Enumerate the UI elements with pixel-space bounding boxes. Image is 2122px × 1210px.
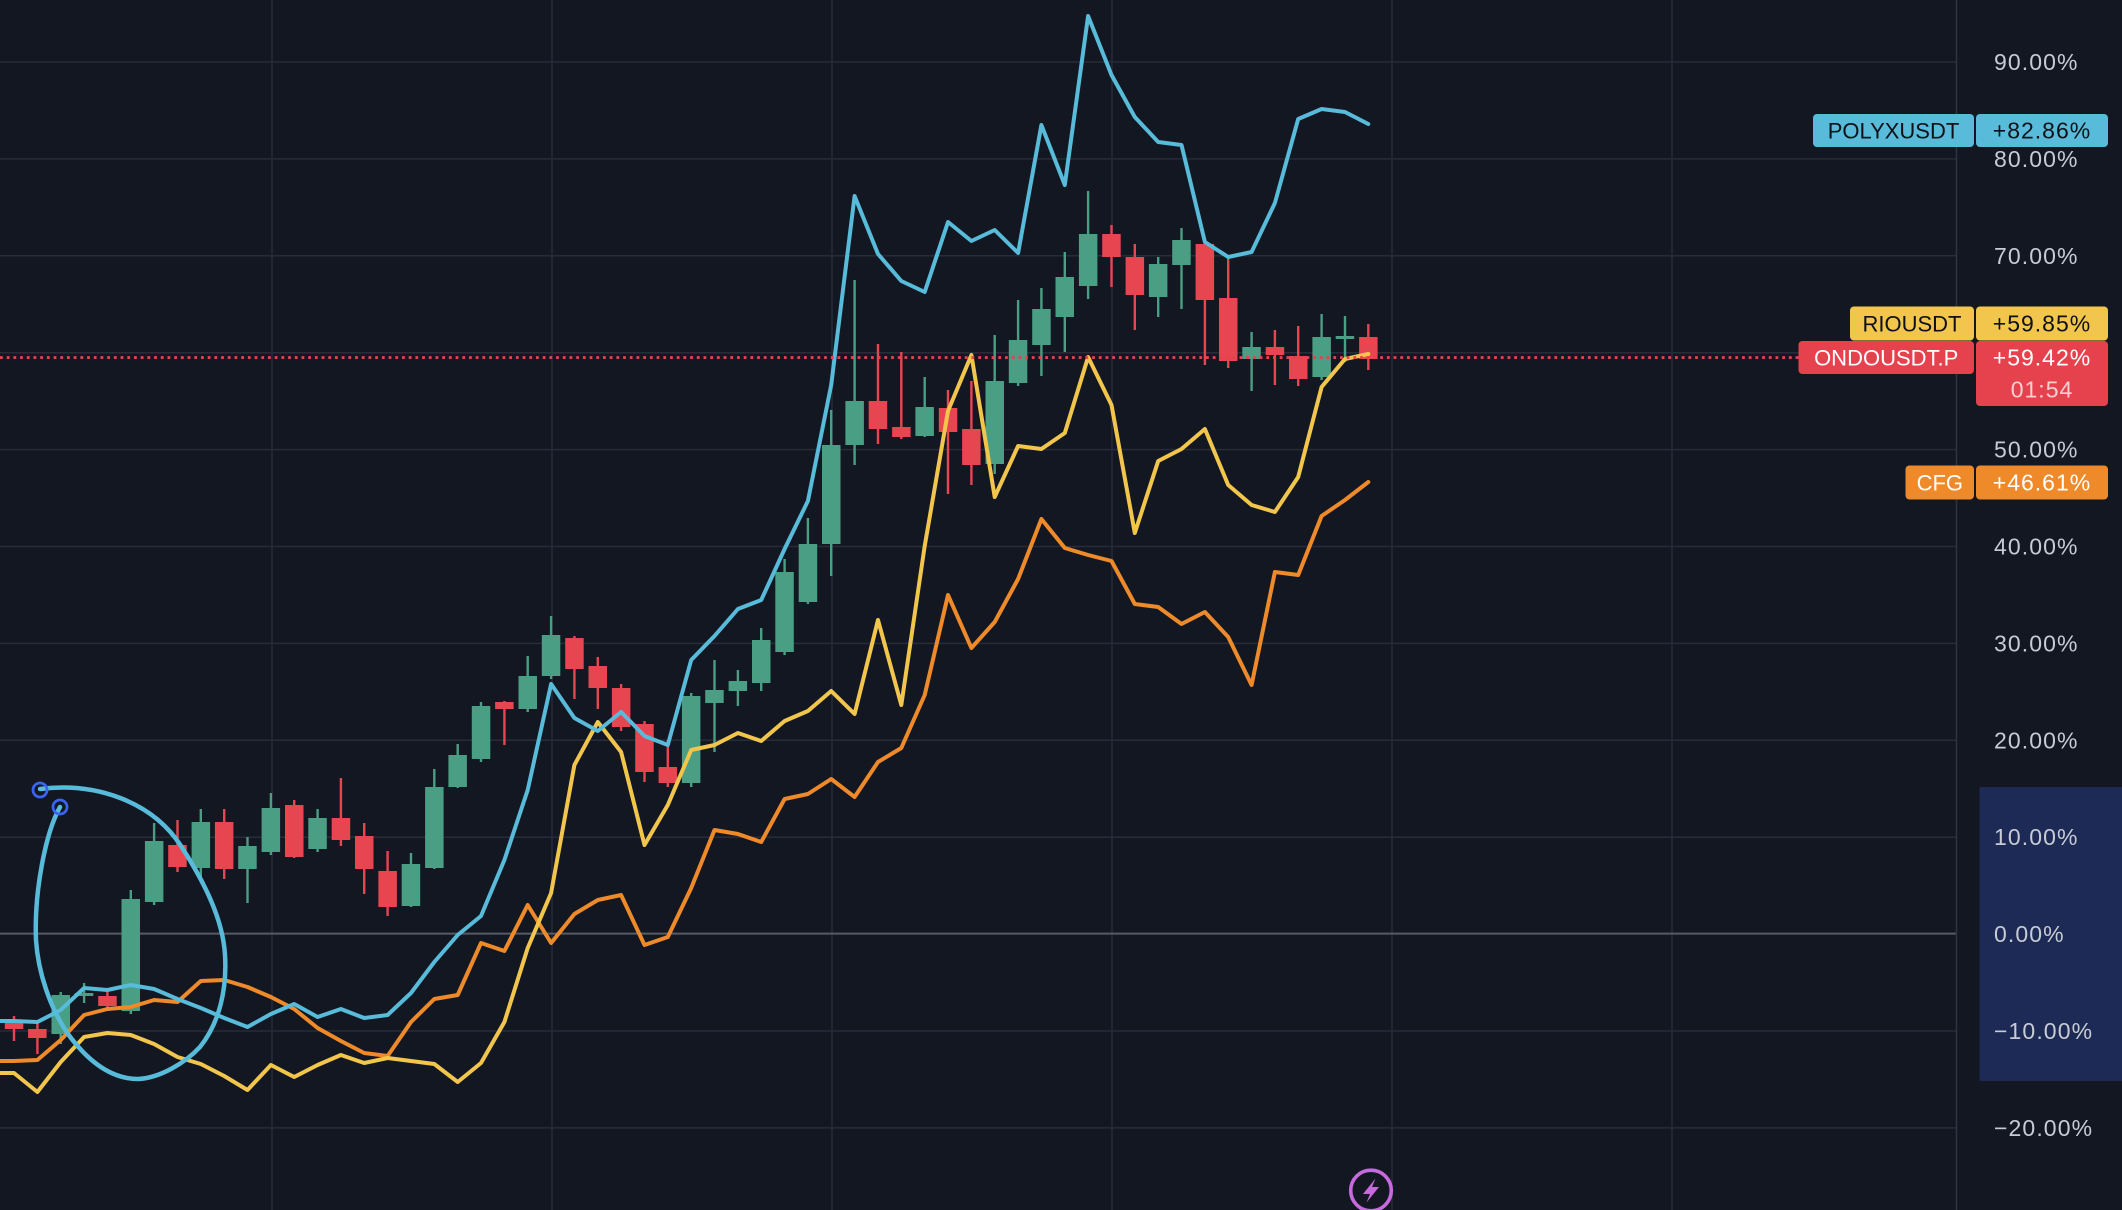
svg-text:70.00%: 70.00% [1994, 243, 2079, 269]
svg-text:80.00%: 80.00% [1994, 146, 2079, 172]
svg-text:CFG: CFG [1917, 471, 1963, 496]
svg-text:+59.42%: +59.42% [1993, 345, 2091, 371]
svg-text:−20.00%: −20.00% [1994, 1115, 2093, 1141]
svg-text:ONDOUSDT.P: ONDOUSDT.P [1814, 346, 1958, 371]
svg-text:RIOUSDT: RIOUSDT [1863, 312, 1962, 337]
svg-text:50.00%: 50.00% [1994, 437, 2079, 463]
svg-text:−10.00%: −10.00% [1994, 1018, 2093, 1044]
svg-text:01:54: 01:54 [2011, 377, 2074, 403]
svg-text:POLYXUSDT: POLYXUSDT [1828, 119, 1960, 144]
svg-text:30.00%: 30.00% [1994, 630, 2079, 656]
svg-text:+82.86%: +82.86% [1993, 118, 2091, 144]
svg-text:90.00%: 90.00% [1994, 49, 2079, 75]
svg-text:20.00%: 20.00% [1994, 727, 2079, 753]
svg-text:+46.61%: +46.61% [1993, 470, 2091, 496]
svg-text:+59.85%: +59.85% [1993, 311, 2091, 337]
svg-text:10.00%: 10.00% [1994, 824, 2079, 850]
svg-text:0.00%: 0.00% [1994, 921, 2065, 947]
svg-text:40.00%: 40.00% [1994, 534, 2079, 560]
